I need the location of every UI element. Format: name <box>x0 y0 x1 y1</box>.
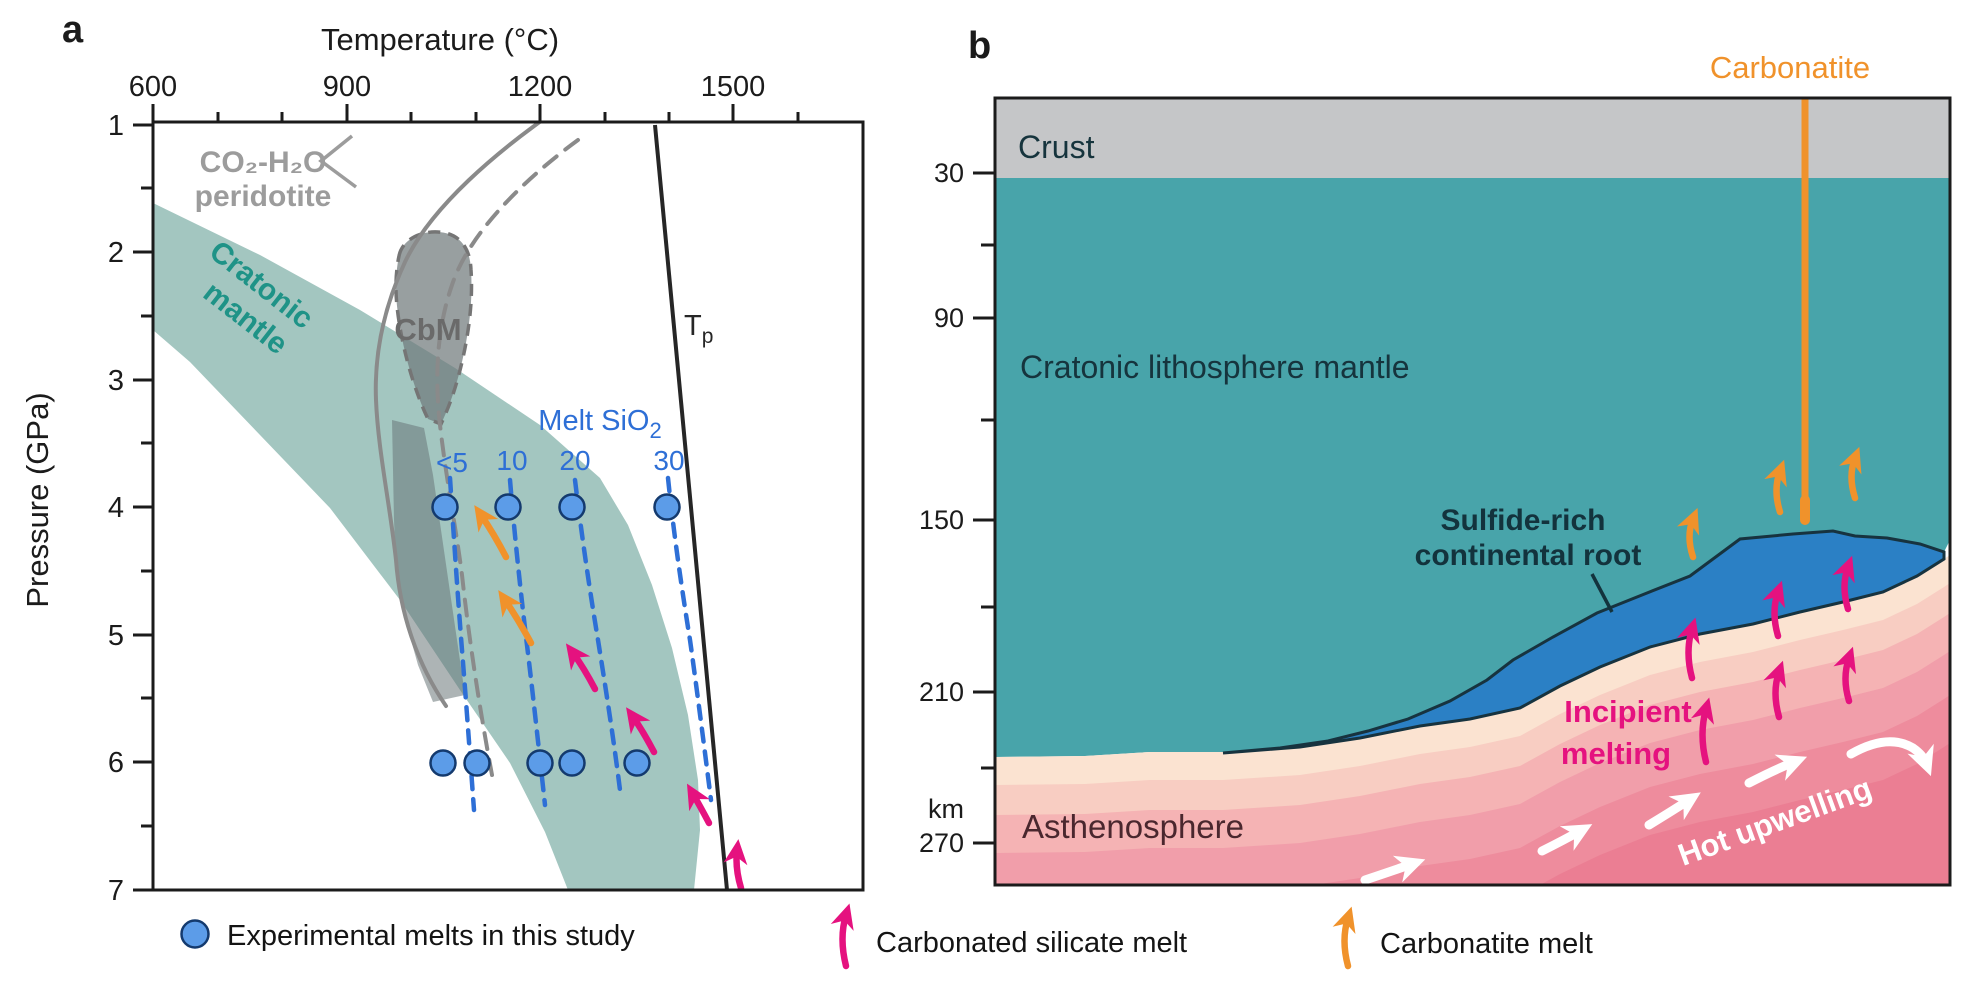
y-tick-label: 2 <box>108 237 124 269</box>
co2-h2o-label-line1: CO₂-H₂O <box>200 146 327 179</box>
figure-legend: Experimental melts in this study Carbona… <box>180 903 1593 970</box>
x-tick-label: 600 <box>129 71 177 103</box>
asthenosphere-label: Asthenosphere <box>1022 808 1244 845</box>
y-tick-label: 1 <box>108 110 124 142</box>
carbonatite-melt-arrow <box>1839 446 1862 502</box>
cbm-label: CbM <box>394 312 461 347</box>
sulfide-root-leader-line <box>1590 573 1614 613</box>
contour-label-30: 30 <box>653 445 684 476</box>
hot-upwelling-arrows <box>1360 737 1934 885</box>
co2-h2o-solidus-dashed <box>435 138 580 777</box>
temperature-axis-title: Temperature (°C) <box>321 22 559 57</box>
contour-label-lt5: <5 <box>436 447 468 478</box>
carbonatite-melt-arrow <box>498 590 535 647</box>
legend-magenta-arrow-symbol <box>830 903 854 970</box>
data-point <box>558 493 586 521</box>
legend-blue-circle-symbol <box>180 919 210 949</box>
carbonated-silicate-melt-arrow <box>723 839 748 890</box>
sulfide-root-label-line1: Sulfide-rich <box>1440 504 1605 537</box>
carbonated-silicate-melt-arrow <box>1832 555 1855 613</box>
upwelling-arrow <box>1644 792 1701 830</box>
panel-b-label: b <box>968 25 991 67</box>
depth-axis-unit: km <box>928 794 964 824</box>
asthenosphere-band <box>1420 743 1950 885</box>
upwelling-curl-arrow <box>1846 737 1934 777</box>
carbonated-silicate-melt-arrow <box>686 783 713 827</box>
crust-label: Crust <box>1018 129 1095 165</box>
carbonatite-melt-arrow <box>1764 459 1787 516</box>
upwelling-arrow <box>1537 824 1593 856</box>
depth-tick-label: 90 <box>934 303 964 333</box>
panel-a-label: a <box>62 9 84 51</box>
co2-h2o-leader-line <box>318 134 358 189</box>
y-tick-label: 7 <box>108 875 124 907</box>
tp-adiabat-line <box>653 124 729 890</box>
depth-tick-label: 270 <box>919 828 964 858</box>
co2-h2o-solidus-solid <box>373 122 544 708</box>
asthenosphere-layer <box>995 555 1950 885</box>
crust-layer <box>995 98 1950 178</box>
panel-b-frame <box>993 96 1952 887</box>
y-tick-label: 5 <box>108 620 124 652</box>
x-tick-label: 900 <box>323 71 371 103</box>
x-tick-label: 1200 <box>508 71 573 103</box>
carbonatite-melt-arrow <box>474 505 510 561</box>
y-tick-label: 4 <box>108 492 124 524</box>
carbonated-silicate-melt-arrow <box>1833 646 1856 705</box>
y-tick-label: 6 <box>108 747 124 779</box>
panel-b-melt-arrows <box>1676 446 1862 766</box>
lithosphere-layer <box>995 178 1950 757</box>
carbonatite-label: Carbonatite <box>1710 50 1870 85</box>
melt-sio2-label: Melt SiO2 <box>538 405 661 443</box>
carbonated-silicate-melt-arrow <box>565 643 599 693</box>
contour-30 <box>665 475 714 803</box>
lithosphere-label: Cratonic lithosphere mantle <box>1020 349 1410 385</box>
depth-tick-label: 210 <box>919 677 964 707</box>
data-point <box>558 749 586 777</box>
panel-a-arrows <box>474 505 748 890</box>
contour-20 <box>572 477 623 793</box>
depth-tick-label: 150 <box>919 505 964 535</box>
pressure-axis-title: Pressure (GPa) <box>20 392 55 607</box>
upwelling-arrow <box>1360 855 1426 885</box>
experimental-melt-points <box>429 493 681 777</box>
incipient-melting-line2: melting <box>1561 736 1671 771</box>
y-tick-label: 3 <box>108 365 124 397</box>
data-point <box>463 749 491 777</box>
upwelling-arrow <box>1744 754 1808 788</box>
contour-label-10: 10 <box>496 445 527 476</box>
contour-label-20: 20 <box>559 445 590 476</box>
panel-a-ticks <box>133 104 800 892</box>
depth-axis-ticks <box>973 171 995 845</box>
tp-label: Tp <box>684 310 713 348</box>
carbonatite-melt-arrow <box>1676 507 1700 561</box>
panel-b-section: Crust Cratonic lithosphere mantle Asthen… <box>995 98 1950 885</box>
carbonated-silicate-melt-arrow <box>1763 660 1786 721</box>
incipient-melting-line1: Incipient <box>1564 694 1691 729</box>
carbonated-silicate-melt-arrow <box>1690 697 1715 766</box>
legend-orange-arrow-symbol <box>1332 906 1356 970</box>
legend-item-label: Experimental melts in this study <box>227 920 635 952</box>
data-point <box>623 749 651 777</box>
x-tick-label: 1500 <box>701 71 766 103</box>
data-point <box>431 493 459 521</box>
carbonated-silicate-melt-arrow <box>626 707 658 756</box>
data-point <box>429 749 457 777</box>
panel-a: a Temperature (°C) Pressure (GPa) <box>20 9 865 907</box>
legend-item-label: Carbonated silicate melt <box>876 927 1187 959</box>
panel-a-plot-area <box>153 122 748 890</box>
data-point <box>494 493 522 521</box>
panel-b: b Carbonatite <box>919 25 1952 887</box>
legend-item-label: Carbonatite melt <box>1380 928 1593 960</box>
data-point <box>653 493 681 521</box>
co2-h2o-label-line2: peridotite <box>195 180 332 213</box>
carbonated-silicate-melt-arrow <box>1762 580 1785 640</box>
carbonated-silicate-melt-arrow <box>1676 617 1700 682</box>
sulfide-root-label-line2: continental root <box>1415 539 1642 572</box>
depth-tick-label: 30 <box>934 158 964 188</box>
data-point <box>526 749 554 777</box>
